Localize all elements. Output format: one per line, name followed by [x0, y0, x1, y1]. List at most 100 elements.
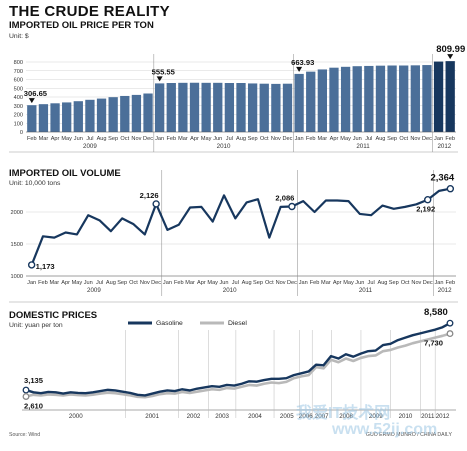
panel1-bar [178, 82, 188, 132]
panel1-xtick: Sep [387, 136, 397, 142]
panel3-series-diesel [25, 332, 451, 399]
panel3-year-label: 2000 [69, 413, 83, 420]
panel1-bar [329, 67, 339, 132]
panel1-bar [85, 99, 95, 132]
panel1-xtick: Mar [178, 136, 188, 142]
panel3-year-label: 2011 [421, 413, 435, 420]
panel2-xtick: Sep [117, 280, 127, 286]
panel1-xtick: Sep [108, 136, 118, 142]
panel2-xtick: Feb [310, 280, 320, 286]
panel3-unit: Unit: yuan per ton [9, 322, 63, 329]
panel2-xtick: Mar [49, 280, 59, 286]
panel1-marker [296, 66, 303, 72]
panel1-bar [120, 95, 130, 132]
panel1-bar [433, 61, 444, 133]
panel1-bar [445, 61, 455, 132]
panel2-xtick: Jul [96, 280, 103, 286]
panel3-point [446, 330, 454, 338]
panel1-ytick: 300 [14, 104, 23, 110]
panel3-year-label: 2009 [369, 413, 383, 420]
panel3-year-label: 2002 [187, 413, 201, 420]
panel2-xtick: Aug [377, 280, 387, 286]
panel1-bar [271, 83, 281, 133]
panel2-point [152, 200, 160, 208]
panel1-bar [352, 66, 362, 132]
panel2-xtick: Mar [321, 280, 331, 286]
panel1-xtick: Dec [422, 136, 432, 142]
panel2-ytick: 2000 [11, 210, 23, 216]
panel2-xtick: Jul [232, 280, 239, 286]
panel1-bar [50, 103, 60, 132]
panel1-bar [189, 82, 200, 132]
panel1-bar [73, 101, 83, 132]
panel2-xtick: Dec [287, 280, 297, 286]
panel1-bar [236, 83, 246, 132]
panel2-xtick: Feb [446, 280, 456, 286]
panel3-year-label: 2007 [315, 413, 329, 420]
panel1-bar [317, 69, 327, 132]
panel2-point [288, 202, 296, 211]
panel1-bar [247, 83, 258, 132]
panel2-year-label: 2010 [223, 287, 237, 294]
panel2-xtick: Nov [411, 280, 421, 286]
panel2-xtick: Oct [129, 280, 138, 286]
panel1-bar [213, 82, 223, 132]
panel2-xtick: Aug [242, 280, 252, 286]
panel2-point [27, 261, 36, 269]
panel2-value-label: 2,364 [430, 173, 454, 184]
panel2-ytick: 1500 [11, 242, 23, 248]
panel3-value-label: 7,730 [424, 339, 443, 348]
panel1-xtick: Jun [353, 136, 362, 142]
panel1-bar [166, 83, 176, 132]
panel3-year-label: 2005 [280, 413, 294, 420]
panel1-xtick: Apr [51, 136, 60, 142]
panel1-xtick: Feb [306, 136, 316, 142]
panel3-series-gasoline [25, 322, 451, 397]
panel2-xtick: Oct [401, 280, 410, 286]
panel2-point [446, 185, 455, 193]
panel2-xtick: Jul [368, 280, 375, 286]
panel1-marker [156, 76, 163, 82]
panel1-bar [131, 94, 142, 132]
panel2-xtick: Apr [197, 280, 206, 286]
panel1-bar [108, 97, 118, 132]
panel1-bar [282, 83, 293, 132]
panel2-series-line [30, 187, 451, 266]
panel1-value-label: 809.99 [436, 44, 465, 55]
panel2-xtick: Sep [253, 280, 263, 286]
panel1-ytick: 200 [14, 113, 23, 119]
panel1-bar [399, 65, 409, 132]
panel1-bar [340, 66, 351, 132]
panel1-year-label: 2012 [437, 143, 451, 150]
panel3-year-label: 2003 [215, 413, 229, 420]
panel1-ytick: 500 [14, 86, 23, 92]
watermark-url: www.52ij.com [331, 421, 437, 438]
panel2-value-label: 1,173 [36, 262, 55, 271]
panel3-year-label: 2010 [399, 413, 413, 420]
panel1-unit: Unit: $ [9, 33, 29, 40]
panel1-xtick: Feb [166, 136, 176, 142]
panel2-xtick: Aug [106, 280, 116, 286]
legend-diesel-label: Diesel [228, 320, 247, 327]
panel2-xtick: Dec [423, 280, 433, 286]
panel1-bar [387, 65, 397, 132]
panel1-xtick: Aug [375, 136, 385, 142]
panel3-title: DOMESTIC PRICES [9, 310, 97, 321]
watermark-text: 我爱IT技术网 [296, 403, 390, 422]
panel3-year-label: 2004 [248, 413, 262, 420]
panel1-bar [410, 65, 420, 132]
panel1-bar [375, 65, 386, 132]
panel1-year-label: 2009 [83, 143, 97, 150]
panel1-xtick: Aug [236, 136, 246, 142]
panel2-xtick: Nov [276, 280, 286, 286]
panel2-xtick: Jun [220, 280, 229, 286]
panel1-ytick: 600 [14, 78, 23, 84]
panel2-xtick: Nov [140, 280, 150, 286]
panel1-ytick: 100 [14, 121, 23, 127]
panel1-xtick: Nov [410, 136, 420, 142]
credit-note: GUO ERMO MUNRO / CHINA DAILY [366, 432, 453, 438]
panel1-value-label: 306.65 [24, 89, 48, 98]
panel1-bar [38, 104, 49, 132]
panel3-point [446, 319, 454, 327]
panel2-xtick: Feb [174, 280, 184, 286]
